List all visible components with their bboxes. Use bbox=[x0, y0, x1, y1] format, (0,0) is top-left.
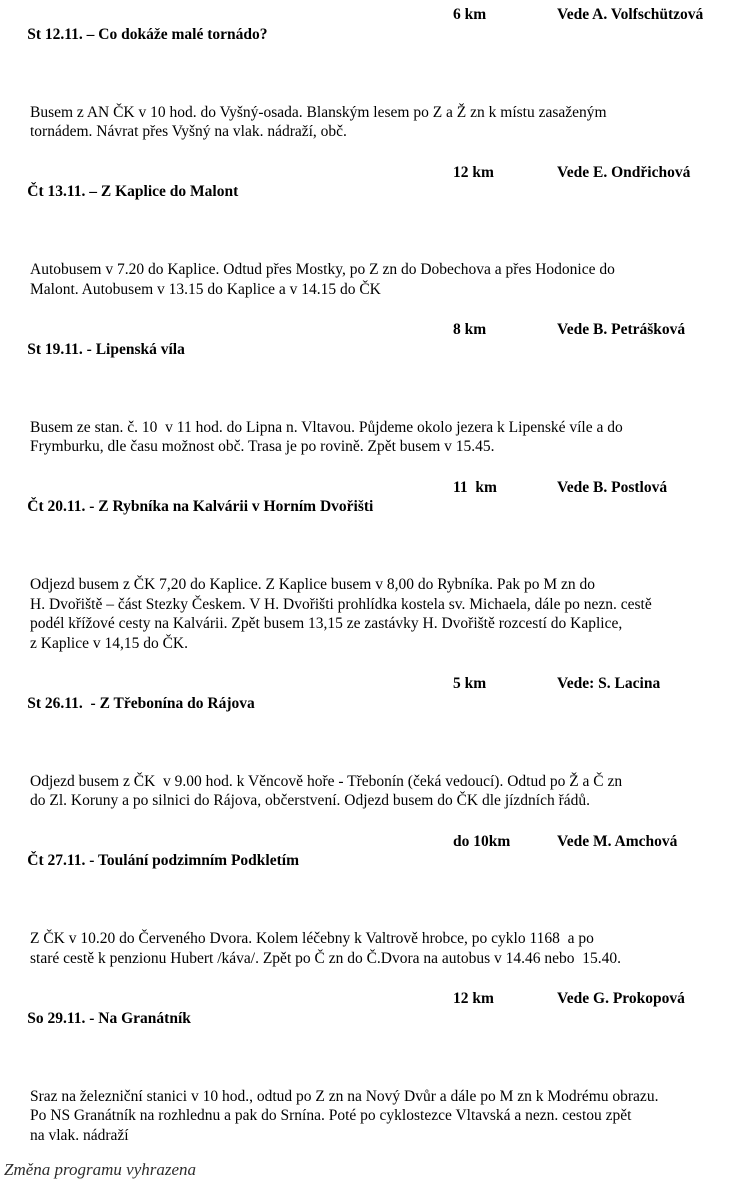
event-leader: Vede G. Prokopová bbox=[557, 990, 685, 1007]
event-header: St 12.11. – Co dokáže malé tornádo? 6 km… bbox=[4, 5, 744, 103]
event-block: Čt 13.11. – Z Kaplice do Malont 12 km Ve… bbox=[4, 163, 744, 300]
description-line: staré cestě k penzionu Hubert /káva/. Zp… bbox=[30, 949, 622, 967]
document-page: { "document": { "events": [ { "title": "… bbox=[4, 6, 704, 1179]
description-line: Odjezd busem z ČK v 9.00 hod. k Věncově … bbox=[30, 772, 623, 790]
event-header: St 19.11. - Lipenská víla 8 km Vede B. P… bbox=[4, 320, 744, 418]
event-distance: 12 km bbox=[453, 990, 494, 1007]
description-line: podél křížové cesty na Kalvárii. Zpět bu… bbox=[30, 615, 623, 632]
event-description: Z ČK v 10.20 do Červeného Dvora. Kolem l… bbox=[4, 929, 744, 968]
description-line: Z ČK v 10.20 do Červeného Dvora. Kolem l… bbox=[30, 930, 594, 947]
event-header: Čt 13.11. – Z Kaplice do Malont 12 km Ve… bbox=[4, 163, 744, 261]
footer-note: Změna programu vyhrazena bbox=[4, 1160, 197, 1179]
event-distance: do 10km bbox=[453, 832, 511, 850]
description-line: Odjezd busem z ČK 7,20 do Kaplice. Z Kap… bbox=[30, 576, 596, 593]
description-line: Malont. Autobusem v 13.15 do Kaplice a v… bbox=[30, 280, 381, 298]
description-line: H. Dvořiště – část Stezky Českem. V H. D… bbox=[30, 595, 652, 613]
event-description: Sraz na železniční stanici v 10 hod., od… bbox=[4, 1087, 744, 1146]
event-title: Čt 13.11. – Z Kaplice do Malont bbox=[27, 183, 239, 200]
event-title: St 12.11. – Co dokáže malé tornádo? bbox=[27, 25, 268, 43]
event-distance: 6 km bbox=[453, 6, 487, 23]
description-line: Busem ze stan. č. 10 v 11 hod. do Lipna … bbox=[30, 418, 623, 436]
event-header: So 29.11. - Na Granátník 12 km Vede G. P… bbox=[4, 989, 744, 1087]
event-title: St 26.11. - Z Třebonína do Rájova bbox=[27, 694, 255, 712]
description-line: Autobusem v 7.20 do Kaplice. Odtud přes … bbox=[30, 261, 615, 278]
event-description: Busem ze stan. č. 10 v 11 hod. do Lipna … bbox=[4, 418, 744, 457]
event-block: Čt 27.11. - Toulání podzimním Podkletím … bbox=[4, 832, 744, 969]
description-line: Po NS Granátník na rozhlednu a pak do Sr… bbox=[30, 1107, 632, 1124]
description-line: Busem z AN ČK v 10 hod. do Vyšný-osada. … bbox=[30, 103, 607, 121]
event-title: Čt 20.11. - Z Rybníka na Kalvárii v Horn… bbox=[27, 498, 374, 515]
event-header: Čt 20.11. - Z Rybníka na Kalvárii v Horn… bbox=[4, 478, 744, 576]
event-leader: Vede: S. Lacina bbox=[557, 675, 661, 692]
event-distance: 11 km bbox=[453, 478, 497, 496]
event-title: St 19.11. - Lipenská víla bbox=[27, 340, 185, 358]
event-leader: Vede M. Amchová bbox=[557, 832, 678, 850]
event-distance: 12 km bbox=[453, 163, 494, 181]
event-leader: Vede B. Postlová bbox=[557, 478, 668, 496]
description-line: z Kaplice v 14,15 do ČK. bbox=[30, 634, 188, 652]
event-block: St 12.11. – Co dokáže malé tornádo? 6 km… bbox=[4, 5, 744, 142]
event-distance: 8 km bbox=[453, 321, 487, 338]
event-leader: Vede A. Volfschützová bbox=[557, 6, 704, 23]
description-line: Sraz na železniční stanici v 10 hod., od… bbox=[30, 1087, 659, 1105]
event-description: Odjezd busem z ČK v 9.00 hod. k Věncově … bbox=[4, 772, 744, 811]
event-leader: Vede E. Ondřichová bbox=[557, 163, 691, 181]
event-leader: Vede B. Petrášková bbox=[557, 321, 686, 338]
event-header: St 26.11. - Z Třebonína do Rájova 5 km V… bbox=[4, 674, 744, 772]
event-description: Odjezd busem z ČK 7,20 do Kaplice. Z Kap… bbox=[4, 575, 744, 653]
description-line: na vlak. nádraží bbox=[30, 1126, 129, 1144]
event-header: Čt 27.11. - Toulání podzimním Podkletím … bbox=[4, 832, 744, 930]
event-distance: 5 km bbox=[453, 675, 487, 692]
event-description: Autobusem v 7.20 do Kaplice. Odtud přes … bbox=[4, 260, 744, 299]
event-title: So 29.11. - Na Granátník bbox=[27, 1009, 191, 1027]
description-line: tornádem. Návrat přes Vyšný na vlak. nád… bbox=[30, 123, 347, 140]
description-line: do Zl. Koruny a po silnici do Rájova, ob… bbox=[30, 792, 591, 809]
event-block: Čt 20.11. - Z Rybníka na Kalvárii v Horn… bbox=[4, 478, 744, 654]
event-block: So 29.11. - Na Granátník 12 km Vede G. P… bbox=[4, 989, 744, 1145]
event-block: St 19.11. - Lipenská víla 8 km Vede B. P… bbox=[4, 320, 744, 457]
event-description: Busem z AN ČK v 10 hod. do Vyšný-osada. … bbox=[4, 103, 744, 142]
event-title: Čt 27.11. - Toulání podzimním Podkletím bbox=[27, 852, 299, 869]
event-block: St 26.11. - Z Třebonína do Rájova 5 km V… bbox=[4, 674, 744, 811]
description-line: Frymburku, dle času možnost obč. Trasa j… bbox=[30, 438, 495, 455]
